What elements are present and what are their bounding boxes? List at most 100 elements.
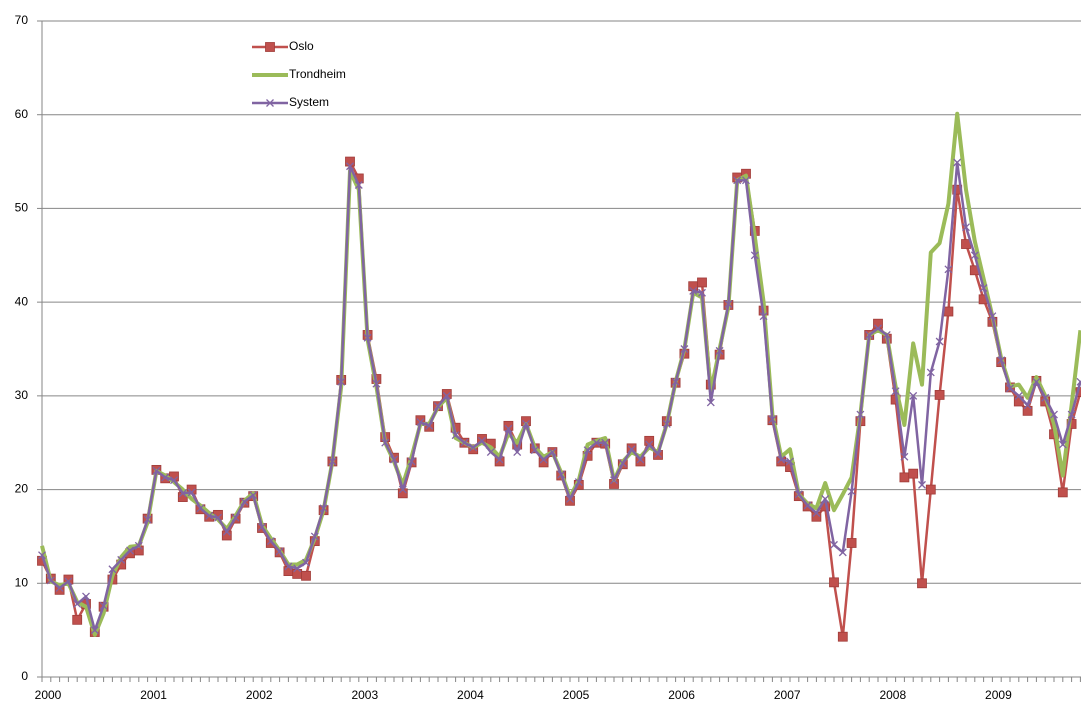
marker — [416, 418, 425, 427]
marker — [346, 162, 354, 171]
marker — [381, 438, 390, 447]
marker — [979, 284, 988, 293]
marker — [90, 626, 99, 635]
marker — [108, 565, 117, 574]
marker — [143, 515, 152, 524]
marker — [222, 527, 231, 536]
marker — [1067, 410, 1076, 419]
marker — [899, 472, 910, 483]
marker — [645, 440, 654, 449]
x-tick-label: 2001 — [140, 688, 167, 702]
marker — [1076, 377, 1081, 386]
marker — [152, 466, 161, 475]
marker — [398, 485, 407, 494]
marker — [715, 346, 724, 355]
x-tick-label: 2004 — [457, 688, 484, 702]
marker — [803, 501, 812, 510]
marker — [610, 476, 618, 485]
marker — [830, 540, 838, 549]
marker — [469, 443, 478, 452]
marker — [231, 513, 240, 522]
marker — [178, 489, 187, 498]
marker — [161, 473, 170, 482]
y-tick-label: 0 — [21, 669, 28, 683]
legend-label: Oslo — [289, 39, 314, 53]
marker — [662, 420, 671, 428]
marker — [988, 312, 997, 321]
marker — [688, 281, 699, 292]
marker — [909, 391, 918, 400]
marker — [275, 547, 284, 556]
marker — [284, 562, 293, 571]
legend-label: Trondheim — [289, 67, 346, 81]
marker — [293, 564, 302, 573]
x-tick-label: 2002 — [246, 688, 273, 702]
marker — [1050, 410, 1058, 419]
marker — [944, 265, 953, 274]
marker — [187, 488, 196, 497]
marker — [126, 546, 134, 555]
marker — [1006, 384, 1014, 393]
marker — [258, 523, 266, 532]
marker — [363, 333, 372, 342]
marker — [196, 504, 205, 513]
marker — [266, 537, 275, 546]
marker — [592, 438, 601, 447]
marker — [390, 455, 398, 464]
marker — [64, 577, 73, 586]
marker — [962, 223, 970, 232]
marker — [530, 446, 539, 455]
marker — [354, 181, 363, 189]
marker — [302, 558, 310, 567]
legend-marker — [265, 42, 275, 52]
x-tick-label: 2006 — [668, 688, 695, 702]
marker — [425, 421, 434, 430]
marker — [759, 312, 768, 321]
marker — [583, 446, 592, 455]
marker — [55, 584, 64, 592]
marker — [891, 387, 900, 396]
marker — [46, 576, 55, 585]
x-tick-label: 2000 — [35, 688, 62, 702]
marker — [1023, 401, 1032, 410]
marker — [724, 300, 733, 308]
marker — [82, 592, 90, 601]
marker — [636, 455, 645, 464]
y-tick-label: 10 — [15, 575, 29, 589]
marker — [301, 570, 311, 581]
marker — [627, 445, 636, 454]
marker — [873, 318, 883, 329]
marker — [1057, 487, 1068, 498]
marker — [908, 468, 919, 479]
marker — [557, 470, 566, 479]
marker — [865, 330, 874, 339]
marker — [874, 324, 882, 333]
marker — [434, 402, 442, 411]
legend-marker — [266, 99, 274, 107]
marker — [837, 631, 848, 642]
marker — [1014, 391, 1023, 400]
marker — [943, 306, 954, 317]
marker — [214, 513, 222, 522]
marker — [935, 337, 944, 346]
marker — [680, 345, 689, 353]
marker — [319, 504, 328, 513]
x-tick-label: 2003 — [351, 688, 378, 702]
marker — [486, 448, 495, 457]
marker — [72, 614, 83, 625]
marker — [601, 438, 610, 447]
marker — [846, 538, 857, 548]
marker — [925, 484, 936, 495]
y-tick-label: 20 — [15, 482, 29, 496]
marker — [777, 455, 786, 464]
marker — [917, 578, 927, 589]
marker — [134, 541, 143, 550]
marker — [689, 286, 698, 295]
marker — [953, 158, 962, 167]
y-tick-label: 60 — [15, 107, 29, 121]
marker — [372, 379, 381, 388]
marker — [478, 436, 486, 445]
y-tick-label: 30 — [15, 388, 29, 402]
marker — [882, 330, 891, 339]
marker — [900, 452, 909, 461]
